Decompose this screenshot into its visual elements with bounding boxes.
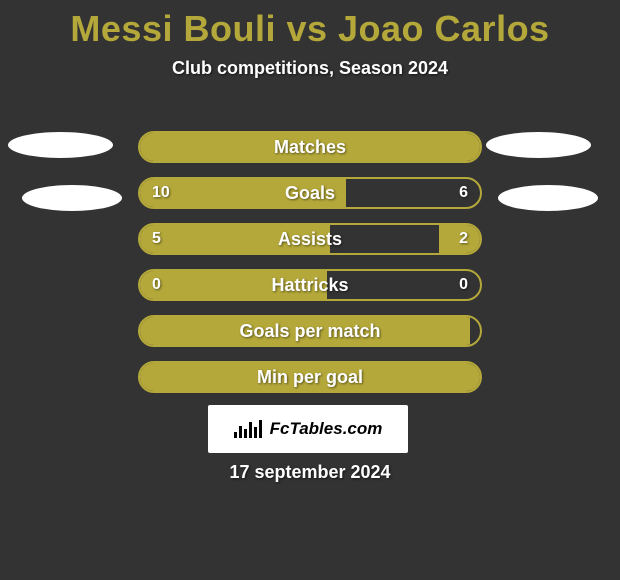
row-matches: Matches — [138, 131, 482, 163]
row-label: Min per goal — [140, 363, 480, 391]
comparison-rows: Matches 10 Goals 6 5 Assists 2 0 Hattric… — [138, 131, 482, 407]
row-hattricks: 0 Hattricks 0 — [138, 269, 482, 301]
player-right-avatar-bottom — [498, 185, 598, 211]
player-right-avatar-top — [486, 132, 591, 158]
source-logo: FcTables.com — [208, 405, 408, 453]
value-right: 2 — [459, 225, 468, 253]
row-goals-per-match: Goals per match — [138, 315, 482, 347]
date-label: 17 september 2024 — [0, 462, 620, 483]
player-left-avatar-top — [8, 132, 113, 158]
row-goals: 10 Goals 6 — [138, 177, 482, 209]
row-label: Assists — [140, 225, 480, 253]
subtitle: Club competitions, Season 2024 — [0, 58, 620, 79]
row-label: Matches — [140, 133, 480, 161]
row-label: Goals — [140, 179, 480, 207]
bars-icon — [234, 420, 264, 438]
row-label: Hattricks — [140, 271, 480, 299]
row-min-per-goal: Min per goal — [138, 361, 482, 393]
value-right: 6 — [459, 179, 468, 207]
row-assists: 5 Assists 2 — [138, 223, 482, 255]
row-label: Goals per match — [140, 317, 480, 345]
value-right: 0 — [459, 271, 468, 299]
logo-text: FcTables.com — [270, 419, 383, 439]
player-left-avatar-bottom — [22, 185, 122, 211]
comparison-infographic: Messi Bouli vs Joao Carlos Club competit… — [0, 8, 620, 580]
page-title: Messi Bouli vs Joao Carlos — [0, 8, 620, 50]
